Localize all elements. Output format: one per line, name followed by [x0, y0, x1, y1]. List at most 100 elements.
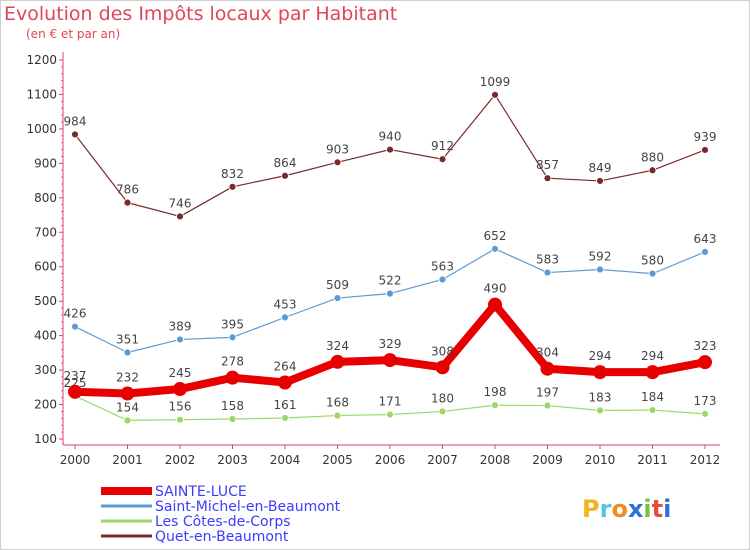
data-label: 245: [169, 366, 192, 380]
y-tick-label: 1100: [26, 87, 57, 101]
data-point: [488, 297, 502, 312]
data-label: 154: [116, 400, 139, 414]
data-label: 197: [536, 386, 559, 400]
chart-subtitle: (en € et par an): [26, 27, 121, 41]
x-tick-label: 2011: [637, 453, 668, 467]
legend-label: Saint-Michel-en-Beaumont: [155, 499, 341, 515]
data-label: 225: [64, 376, 87, 390]
data-point: [281, 414, 289, 422]
data-point: [71, 130, 79, 139]
legend-label: Quet-en-Beaumont: [155, 529, 289, 545]
data-label: 880: [641, 150, 664, 164]
x-tick-label: 2005: [322, 453, 353, 467]
data-point: [543, 268, 552, 277]
data-label: 746: [169, 196, 192, 210]
data-label: 232: [116, 371, 139, 385]
data-label: 308: [431, 344, 454, 358]
data-label: 294: [589, 349, 612, 363]
data-point: [330, 354, 345, 369]
y-tick-label: 600: [34, 260, 57, 274]
brand-letter: r: [600, 495, 612, 523]
x-tick-label: 2001: [112, 453, 143, 467]
data-point: [225, 370, 240, 385]
data-label: 522: [379, 274, 402, 288]
data-point: [540, 361, 555, 376]
brand-letter: o: [611, 495, 628, 523]
legend-label: Les Côtes-de-Corps: [155, 514, 291, 530]
y-tick-label: 1000: [26, 122, 57, 136]
data-label: 171: [379, 395, 402, 409]
data-label: 652: [484, 229, 507, 243]
brand-letter: P: [582, 495, 600, 523]
data-point: [123, 198, 132, 207]
data-label: 786: [116, 183, 139, 197]
x-tick-label: 2010: [585, 453, 616, 467]
data-label: 161: [274, 398, 297, 412]
data-point: [438, 275, 447, 284]
data-point: [593, 365, 607, 380]
brand-letter: t: [652, 495, 663, 523]
data-point: [648, 269, 657, 278]
data-label: 940: [379, 130, 402, 144]
data-point: [491, 244, 499, 253]
data-point: [68, 384, 82, 399]
data-label: 490: [484, 282, 507, 296]
data-point: [543, 174, 552, 183]
x-tick-label: 2006: [375, 453, 406, 467]
data-point: [333, 294, 342, 302]
data-label: 183: [589, 390, 612, 404]
y-tick-label: 300: [34, 363, 57, 377]
data-point: [278, 375, 292, 390]
data-label: 939: [694, 130, 717, 144]
data-label: 351: [116, 333, 139, 347]
data-point: [596, 265, 604, 274]
data-label: 168: [326, 396, 349, 410]
data-point: [435, 360, 450, 375]
data-label: 180: [431, 391, 454, 405]
data-point: [228, 182, 237, 191]
y-tick-label: 700: [34, 225, 57, 239]
data-label: 389: [169, 319, 192, 333]
data-label: 864: [274, 156, 297, 170]
data-label: 329: [379, 337, 402, 351]
chart-title: Evolution des Impôts locaux par Habitant: [4, 3, 398, 25]
data-point: [176, 415, 184, 424]
data-point: [281, 171, 289, 180]
data-label: 426: [64, 307, 87, 321]
data-point: [648, 166, 657, 175]
x-tick-label: 2003: [217, 453, 248, 467]
brand-letter: i: [643, 495, 651, 523]
data-point: [123, 348, 132, 357]
data-label: 278: [221, 355, 244, 369]
brand-letter: x: [628, 495, 644, 523]
x-tick-label: 2012: [690, 453, 721, 467]
data-label: 903: [326, 142, 349, 156]
data-point: [543, 401, 552, 410]
data-label: 453: [274, 297, 297, 311]
x-tick-label: 2007: [427, 453, 458, 467]
data-point: [123, 416, 132, 425]
data-label: 984: [64, 114, 87, 128]
data-label: 324: [326, 339, 349, 353]
y-tick-label: 500: [34, 294, 57, 308]
data-point: [228, 333, 237, 342]
data-point: [438, 155, 447, 164]
x-tick-label: 2002: [165, 453, 196, 467]
data-point: [596, 177, 604, 185]
y-tick-label: 400: [34, 329, 57, 343]
data-point: [491, 90, 499, 99]
data-point: [386, 289, 394, 298]
data-point: [333, 411, 342, 420]
data-point: [701, 146, 709, 154]
data-point: [438, 407, 447, 416]
brand-letter: i: [663, 495, 671, 523]
data-point: [228, 415, 237, 423]
data-label: 1099: [480, 75, 511, 89]
data-label: 563: [431, 259, 454, 273]
data-point: [386, 145, 394, 154]
data-label: 198: [484, 385, 507, 399]
y-tick-label: 200: [34, 398, 57, 412]
data-label: 304: [536, 346, 559, 360]
